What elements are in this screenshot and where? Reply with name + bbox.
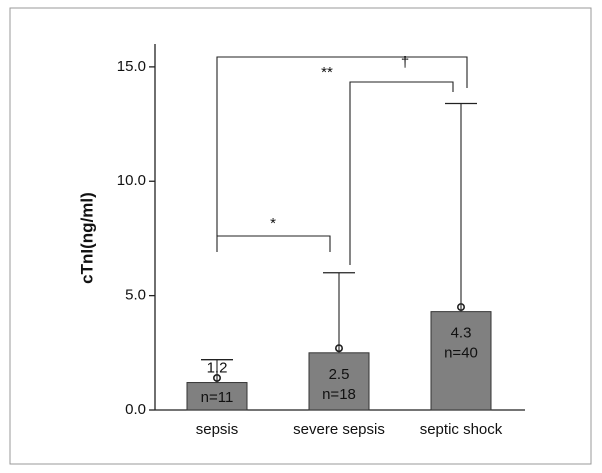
value-label: 4.3 <box>451 325 472 342</box>
y-axis-label: cTnI(ng/ml) <box>77 192 96 284</box>
n-label: n=18 <box>322 386 356 403</box>
bar <box>430 311 492 411</box>
value-label: 2.5 <box>329 366 350 383</box>
significance-mark: ** <box>321 64 333 81</box>
y-tick-label: 10.0 <box>117 172 146 189</box>
point <box>456 303 465 312</box>
bracket <box>216 235 331 252</box>
x-tick-label: sepsis <box>196 421 239 438</box>
bar <box>186 382 248 411</box>
y-tick-label: 15.0 <box>117 58 146 75</box>
frame <box>9 7 592 465</box>
bar <box>308 352 370 411</box>
n-label: n=40 <box>444 345 478 362</box>
bracket <box>216 56 468 236</box>
n-label: n=11 <box>201 389 234 406</box>
y-tick-label: 0.0 <box>125 401 146 418</box>
x-tick-label: septic shock <box>420 421 503 438</box>
significance-mark: * <box>270 215 276 232</box>
point <box>334 344 343 353</box>
y-tick-label: 5.0 <box>125 287 146 304</box>
x-tick-label: severe sepsis <box>293 421 385 438</box>
value-label: 1.2 <box>207 360 228 377</box>
significance-mark: † <box>401 54 409 71</box>
point <box>213 373 222 382</box>
bracket <box>349 81 454 265</box>
